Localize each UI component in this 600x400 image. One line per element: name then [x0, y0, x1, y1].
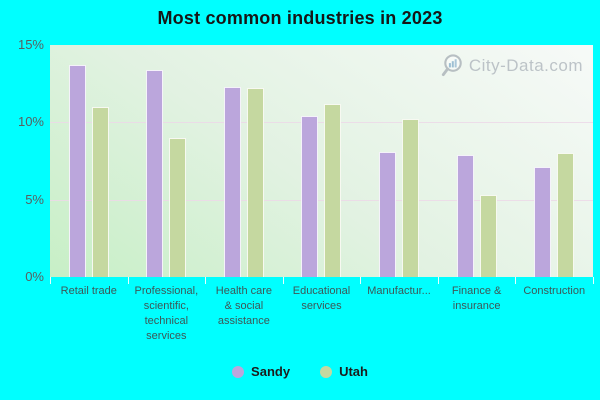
bar-sandy-6[interactable]: [534, 167, 552, 277]
watermark: City-Data.com: [441, 53, 583, 78]
x-tick-4: [360, 277, 362, 284]
bar-group-3: [283, 45, 361, 277]
legend-label-utah: Utah: [339, 364, 368, 379]
watermark-text: City-Data.com: [468, 55, 583, 75]
x-tick-6: [515, 277, 517, 284]
bar-group-2: [205, 45, 283, 277]
y-tick-label-10pct: 10%: [17, 114, 44, 130]
bar-utah-6[interactable]: [557, 153, 575, 277]
chart-title: Most common industries in 2023: [157, 8, 443, 28]
x-label-0: Retail trade: [60, 285, 117, 297]
x-tick-5: [437, 277, 439, 284]
bar-sandy-3[interactable]: [301, 116, 319, 277]
x-label-4: Manufactur...: [367, 285, 431, 297]
plot-area: City-Data.com: [50, 45, 593, 277]
bar-utah-4[interactable]: [402, 119, 420, 277]
bar-sandy-5[interactable]: [456, 154, 474, 277]
y-tick-label-0pct: 0%: [25, 269, 44, 284]
y-tick-label-15pct: 15%: [17, 37, 44, 52]
legend: Sandy Utah: [0, 364, 600, 379]
bar-group-6: [515, 45, 593, 277]
bar-sandy-0[interactable]: [68, 65, 86, 277]
x-tick-7: [593, 277, 594, 284]
x-tick-1: [127, 277, 129, 284]
x-label-1: Professional, scientific, technical serv…: [134, 285, 199, 342]
x-label-6: Construction: [523, 285, 586, 297]
bar-group-1: [128, 45, 206, 277]
magnifier-chart-icon: [441, 54, 462, 77]
x-label-2: Health care & social assistance: [215, 285, 273, 327]
x-label-3: Educational services: [292, 285, 351, 312]
bar-sandy-4[interactable]: [379, 151, 397, 277]
bar-group-4: [360, 45, 438, 277]
bar-sandy-2[interactable]: [223, 86, 241, 277]
x-label-5: Finance & insurance: [451, 285, 502, 312]
bar-group-5: [438, 45, 516, 277]
bar-utah-3[interactable]: [324, 103, 342, 277]
x-tick-2: [205, 277, 207, 284]
gridline-10pct: [50, 122, 593, 124]
bar-utah-1[interactable]: [169, 137, 187, 277]
bar-sandy-1[interactable]: [146, 69, 164, 277]
gridline-5pct: [50, 199, 593, 201]
bar-utah-5[interactable]: [479, 195, 497, 277]
y-tick-label-5pct: 5%: [25, 191, 44, 207]
x-tick-0: [50, 277, 51, 284]
x-tick-3: [282, 277, 284, 284]
legend-swatch-sandy: [232, 365, 245, 378]
bar-utah-0[interactable]: [91, 106, 109, 277]
legend-item-sandy[interactable]: Sandy: [232, 364, 290, 379]
bar-utah-2[interactable]: [246, 88, 264, 277]
legend-label-sandy: Sandy: [251, 364, 291, 379]
bar-group-0: [50, 45, 128, 277]
legend-item-utah[interactable]: Utah: [320, 364, 368, 379]
legend-swatch-utah: [320, 365, 333, 378]
